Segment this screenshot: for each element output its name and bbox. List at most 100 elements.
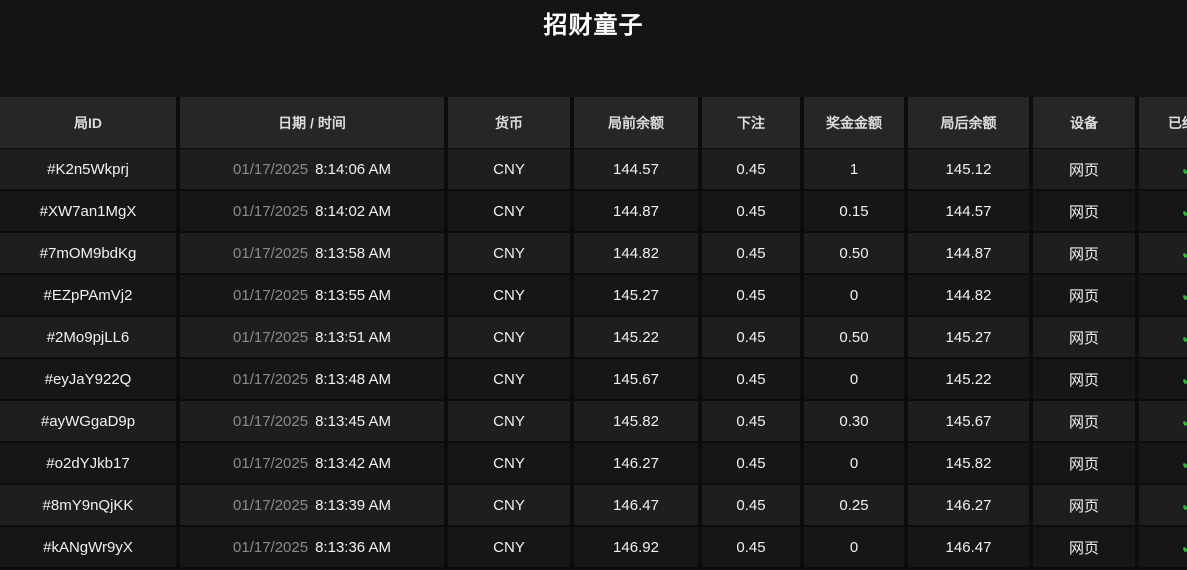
cell-datetime: 01/17/2025 8:13:55 AM — [180, 275, 444, 315]
column-header-datetime: 日期 / 时间 — [180, 97, 444, 148]
date-text: 01/17/2025 — [233, 496, 309, 514]
cell-round-id: #o2dYJkb17 — [0, 443, 176, 483]
cell-balance-after: 146.27 — [908, 485, 1029, 525]
date-text: 01/17/2025 — [233, 538, 309, 556]
cell-balance-after: 144.57 — [908, 191, 1029, 231]
cell-balance-after: 144.82 — [908, 275, 1029, 315]
time-text: 8:13:51 AM — [315, 328, 391, 346]
table-row: #EZpPAmVj2 01/17/2025 8:13:55 AM CNY 145… — [0, 275, 1187, 315]
ended-check-icon: ✓ — [1139, 317, 1187, 357]
ended-check-icon: ✓ — [1139, 275, 1187, 315]
date-text: 01/17/2025 — [233, 286, 309, 304]
cell-currency: CNY — [448, 443, 570, 483]
cell-balance-after: 145.27 — [908, 317, 1029, 357]
column-header-balance-after: 局后余额 — [908, 97, 1029, 148]
table-row: #o2dYJkb17 01/17/2025 8:13:42 AM CNY 146… — [0, 443, 1187, 483]
cell-device: 网页 — [1033, 191, 1135, 231]
cell-prize: 0 — [804, 443, 904, 483]
date-text: 01/17/2025 — [233, 412, 309, 430]
ended-check-icon: ✓ — [1139, 359, 1187, 399]
cell-prize: 0.50 — [804, 233, 904, 273]
ended-check-icon: ✓ — [1139, 149, 1187, 189]
cell-balance-before: 145.22 — [574, 317, 698, 357]
cell-currency: CNY — [448, 149, 570, 189]
column-header-prize: 奖金金额 — [804, 97, 904, 148]
date-text: 01/17/2025 — [233, 370, 309, 388]
cell-balance-after: 146.47 — [908, 527, 1029, 567]
date-text: 01/17/2025 — [233, 160, 309, 178]
ended-check-icon: ✓ — [1139, 443, 1187, 483]
date-text: 01/17/2025 — [233, 454, 309, 472]
cell-prize: 0.25 — [804, 485, 904, 525]
table-row: #eyJaY922Q 01/17/2025 8:13:48 AM CNY 145… — [0, 359, 1187, 399]
cell-currency: CNY — [448, 485, 570, 525]
cell-device: 网页 — [1033, 149, 1135, 189]
cell-balance-before: 146.27 — [574, 443, 698, 483]
cell-currency: CNY — [448, 401, 570, 441]
ended-check-icon: ✓ — [1139, 401, 1187, 441]
time-text: 8:13:36 AM — [315, 538, 391, 556]
column-header-ended: 已结束 — [1139, 97, 1187, 148]
cell-balance-before: 145.27 — [574, 275, 698, 315]
cell-round-id: #eyJaY922Q — [0, 359, 176, 399]
cell-currency: CNY — [448, 191, 570, 231]
ended-check-icon: ✓ — [1139, 485, 1187, 525]
cell-prize: 0 — [804, 359, 904, 399]
cell-bet: 0.45 — [702, 317, 800, 357]
cell-round-id: #XW7an1MgX — [0, 191, 176, 231]
cell-datetime: 01/17/2025 8:14:06 AM — [180, 149, 444, 189]
time-text: 8:13:45 AM — [315, 412, 391, 430]
table-row: #8mY9nQjKK 01/17/2025 8:13:39 AM CNY 146… — [0, 485, 1187, 525]
cell-prize: 0.30 — [804, 401, 904, 441]
cell-balance-before: 145.82 — [574, 401, 698, 441]
cell-bet: 0.45 — [702, 275, 800, 315]
cell-round-id: #ayWGgaD9p — [0, 401, 176, 441]
cell-balance-before: 144.87 — [574, 191, 698, 231]
cell-balance-after: 145.67 — [908, 401, 1029, 441]
column-header-round-id: 局ID — [0, 97, 176, 148]
cell-datetime: 01/17/2025 8:13:42 AM — [180, 443, 444, 483]
cell-bet: 0.45 — [702, 443, 800, 483]
time-text: 8:13:58 AM — [315, 244, 391, 262]
cell-balance-before: 146.92 — [574, 527, 698, 567]
cell-device: 网页 — [1033, 527, 1135, 567]
date-text: 01/17/2025 — [233, 244, 309, 262]
cell-datetime: 01/17/2025 8:13:58 AM — [180, 233, 444, 273]
table-row: #XW7an1MgX 01/17/2025 8:14:02 AM CNY 144… — [0, 191, 1187, 231]
cell-balance-after: 145.12 — [908, 149, 1029, 189]
cell-prize: 0.50 — [804, 317, 904, 357]
cell-round-id: #7mOM9bdKg — [0, 233, 176, 273]
cell-round-id: #kANgWr9yX — [0, 527, 176, 567]
table-row: #kANgWr9yX 01/17/2025 8:13:36 AM CNY 146… — [0, 527, 1187, 567]
cell-bet: 0.45 — [702, 485, 800, 525]
time-text: 8:13:39 AM — [315, 496, 391, 514]
cell-round-id: #2Mo9pjLL6 — [0, 317, 176, 357]
cell-device: 网页 — [1033, 401, 1135, 441]
cell-device: 网页 — [1033, 233, 1135, 273]
column-header-currency: 货币 — [448, 97, 570, 148]
table-row: #K2n5Wkprj 01/17/2025 8:14:06 AM CNY 144… — [0, 149, 1187, 189]
cell-balance-after: 145.82 — [908, 443, 1029, 483]
table-row: #ayWGgaD9p 01/17/2025 8:13:45 AM CNY 145… — [0, 401, 1187, 441]
table-header-row: 局ID 日期 / 时间 货币 局前余额 下注 奖金金额 局后余额 设备 已结束 — [0, 97, 1187, 148]
cell-prize: 1 — [804, 149, 904, 189]
date-text: 01/17/2025 — [233, 328, 309, 346]
game-history-table: 局ID 日期 / 时间 货币 局前余额 下注 奖金金额 局后余额 设备 已结束 … — [0, 97, 1187, 569]
cell-bet: 0.45 — [702, 359, 800, 399]
cell-bet: 0.45 — [702, 149, 800, 189]
cell-currency: CNY — [448, 275, 570, 315]
cell-bet: 0.45 — [702, 191, 800, 231]
page-title: 招财童子 — [543, 12, 644, 39]
cell-round-id: #8mY9nQjKK — [0, 485, 176, 525]
cell-datetime: 01/17/2025 8:13:48 AM — [180, 359, 444, 399]
cell-device: 网页 — [1033, 359, 1135, 399]
ended-check-icon: ✓ — [1139, 233, 1187, 273]
cell-round-id: #EZpPAmVj2 — [0, 275, 176, 315]
cell-balance-before: 146.47 — [574, 485, 698, 525]
cell-device: 网页 — [1033, 275, 1135, 315]
table-row: #2Mo9pjLL6 01/17/2025 8:13:51 AM CNY 145… — [0, 317, 1187, 357]
cell-datetime: 01/17/2025 8:13:45 AM — [180, 401, 444, 441]
cell-balance-after: 144.87 — [908, 233, 1029, 273]
cell-currency: CNY — [448, 527, 570, 567]
